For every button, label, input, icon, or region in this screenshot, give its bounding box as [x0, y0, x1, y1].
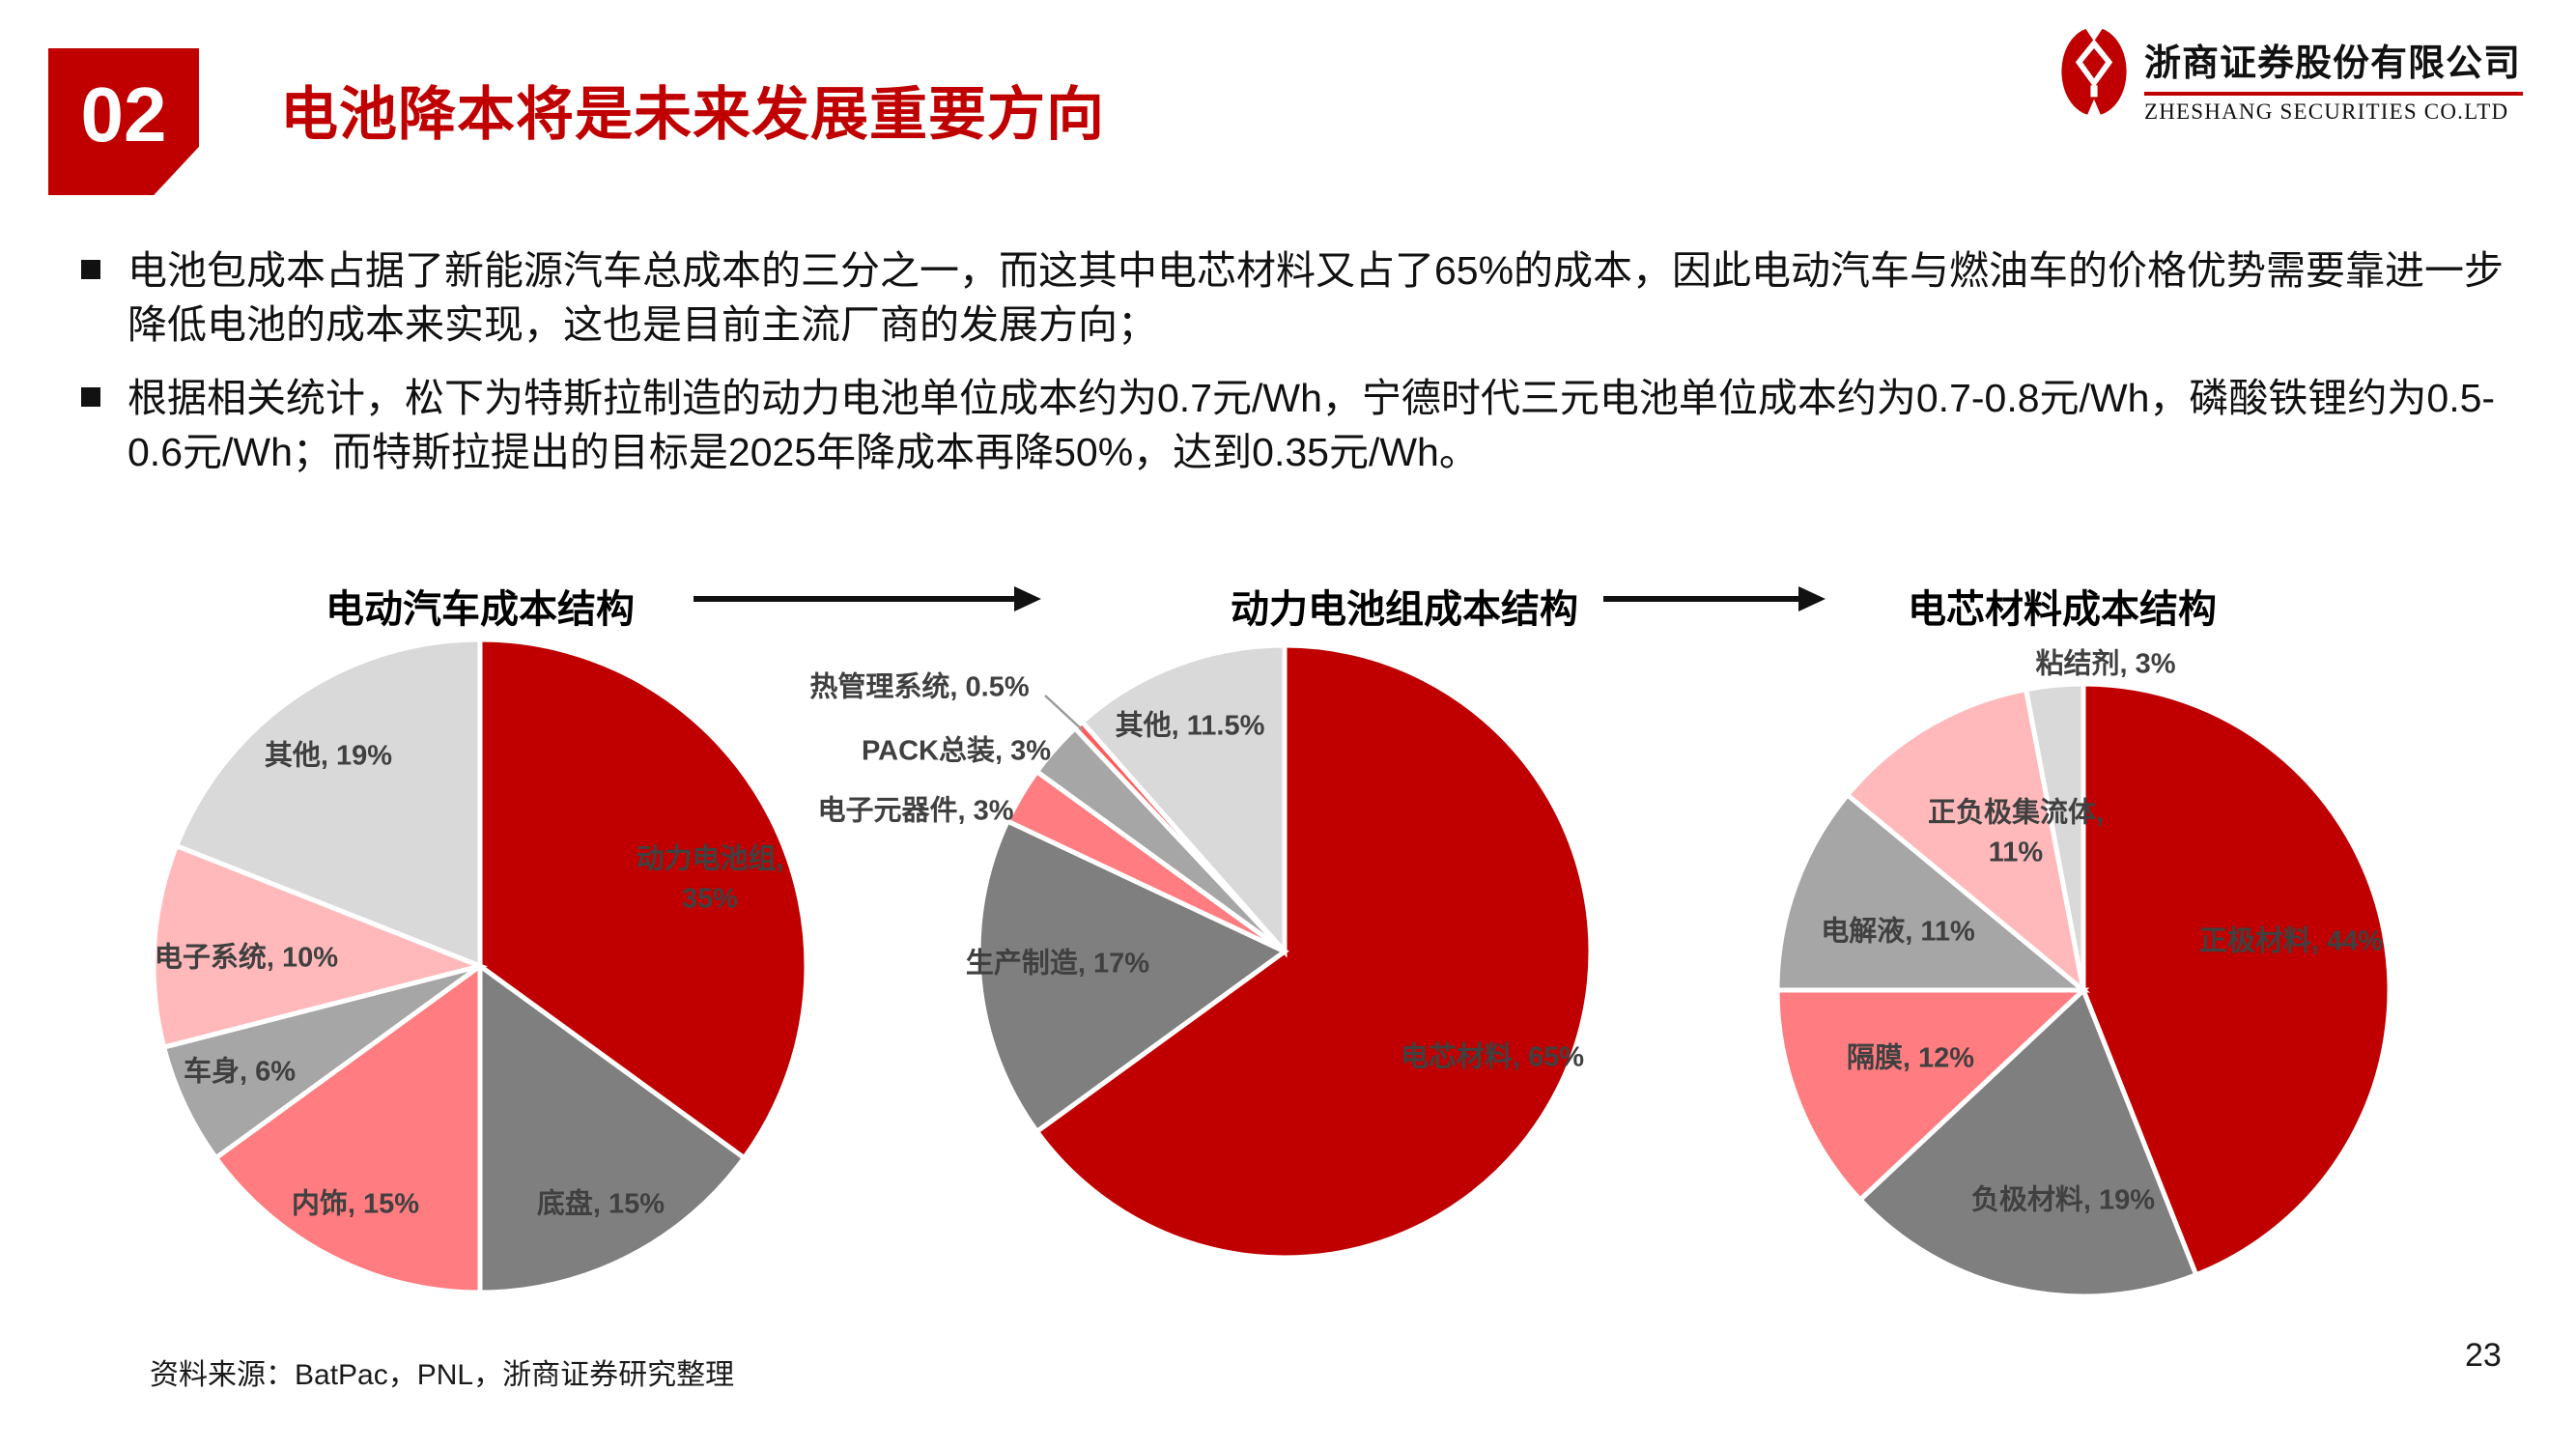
pie-label-正负极集流体: 正负极集流体, 11% [1927, 797, 2105, 867]
company-name-en: ZHESHANG SECURITIES CO.LTD [2144, 99, 2509, 124]
pie-label-热管理系统: 热管理系统, 0.5% [809, 671, 1030, 703]
pie-slice-其他 [1078, 642, 1288, 958]
pie-slice-电解液 [1774, 791, 2090, 993]
pie-slice-正极材料 [2081, 681, 2392, 1278]
pie-slice-隔膜 [1774, 987, 2090, 1204]
pie-slice-内饰 [212, 961, 483, 1295]
pie-label-负极材料: 负极材料, 19% [1970, 1184, 2156, 1216]
section-badge: 02 [48, 48, 199, 195]
pie-label-车身: 车身, 6% [183, 1056, 297, 1088]
pie-slice-电芯材料 [1033, 642, 1594, 1261]
bullet-square-icon [81, 387, 100, 407]
pie-slice-电子系统 [151, 842, 489, 1051]
flow-arrow-icon [694, 586, 1041, 611]
pie-slice-负极材料 [1856, 985, 2199, 1299]
pie-slice-粘结剂 [2023, 681, 2086, 991]
pie-slice-正负极集流体 [1844, 686, 2087, 997]
pie-label-生产制造: 生产制造, 17% [965, 948, 1150, 980]
pie-label-电芯材料: 电芯材料, 65% [1400, 1041, 1585, 1073]
bullet-item: 电池包成本占据了新能源汽车总成本的三分之一，而这其中电芯材料又占了65%的成本，… [75, 243, 2536, 352]
pie-label-电解液: 电解液, 11% [1821, 916, 1975, 948]
pie-label-其他: 其他, 11.5% [1115, 710, 1265, 742]
page-title: 电池降本将是未来发展重要方向 [280, 82, 1105, 147]
pie-label-内饰: 内饰, 15% [291, 1188, 420, 1220]
pie-label-PACK总装: PACK总装, 3% [861, 735, 1052, 767]
pie-label-电子系统: 电子系统, 10% [154, 942, 339, 974]
section-number: 02 [80, 71, 167, 157]
bullet-item: 根据相关统计，松下为特斯拉制造的动力电池单位成本约为0.7元/Wh，宁德时代三元… [75, 371, 2536, 479]
pie-label-粘结剂: 粘结剂, 3% [2035, 648, 2176, 680]
pie-slice-动力电池组 [477, 637, 809, 1162]
logo-divider [2144, 92, 2523, 96]
pie-slice-其他 [173, 637, 483, 970]
pie-slice-生产制造 [976, 817, 1289, 1135]
pie-label-底盘: 底盘, 15% [536, 1188, 665, 1220]
zheshang-emblem-icon [2061, 27, 2127, 116]
source-note: 资料来源：BatPac，PNL，浙商证券研究整理 [150, 1359, 735, 1391]
pie-label-正极材料: 正极材料, 44% [2198, 925, 2384, 957]
logo-text: 浙商证券股份有限公司 ZHESHANG SECURITIES CO.LTD [2144, 25, 2523, 125]
flow-arrow-icon [1603, 586, 1826, 611]
pie-label-隔膜: 隔膜, 12% [1846, 1042, 1975, 1074]
page-number: 23 [2465, 1337, 2502, 1374]
chart-title: 电动汽车成本结构 [326, 588, 635, 631]
pie-label-动力电池组: 动力电池组, 35% [636, 843, 784, 914]
bullet-square-icon [81, 260, 100, 279]
chart-title: 电芯材料成本结构 [1908, 588, 2217, 631]
company-name-cn: 浙商证券股份有限公司 [2144, 43, 2522, 84]
bullet-text: 电池包成本占据了新能源汽车总成本的三分之一，而这其中电芯材料又占了65%的成本，… [127, 248, 2505, 347]
pie-slice-底盘 [477, 961, 748, 1295]
pie-label-电子元器件: 电子元器件, 3% [817, 795, 1014, 827]
bullet-text: 根据相关统计，松下为特斯拉制造的动力电池单位成本约为0.7元/Wh，宁德时代三元… [127, 376, 2496, 474]
pie-label-其他: 其他, 19% [264, 740, 393, 772]
company-logo: 浙商证券股份有限公司 ZHESHANG SECURITIES CO.LTD [2057, 25, 2523, 125]
label-leader-line [1044, 695, 1084, 731]
bullet-list: 电池包成本占据了新能源汽车总成本的三分之一，而这其中电芯材料又占了65%的成本，… [75, 243, 2536, 498]
chart-title: 动力电池组成本结构 [1231, 588, 1578, 631]
